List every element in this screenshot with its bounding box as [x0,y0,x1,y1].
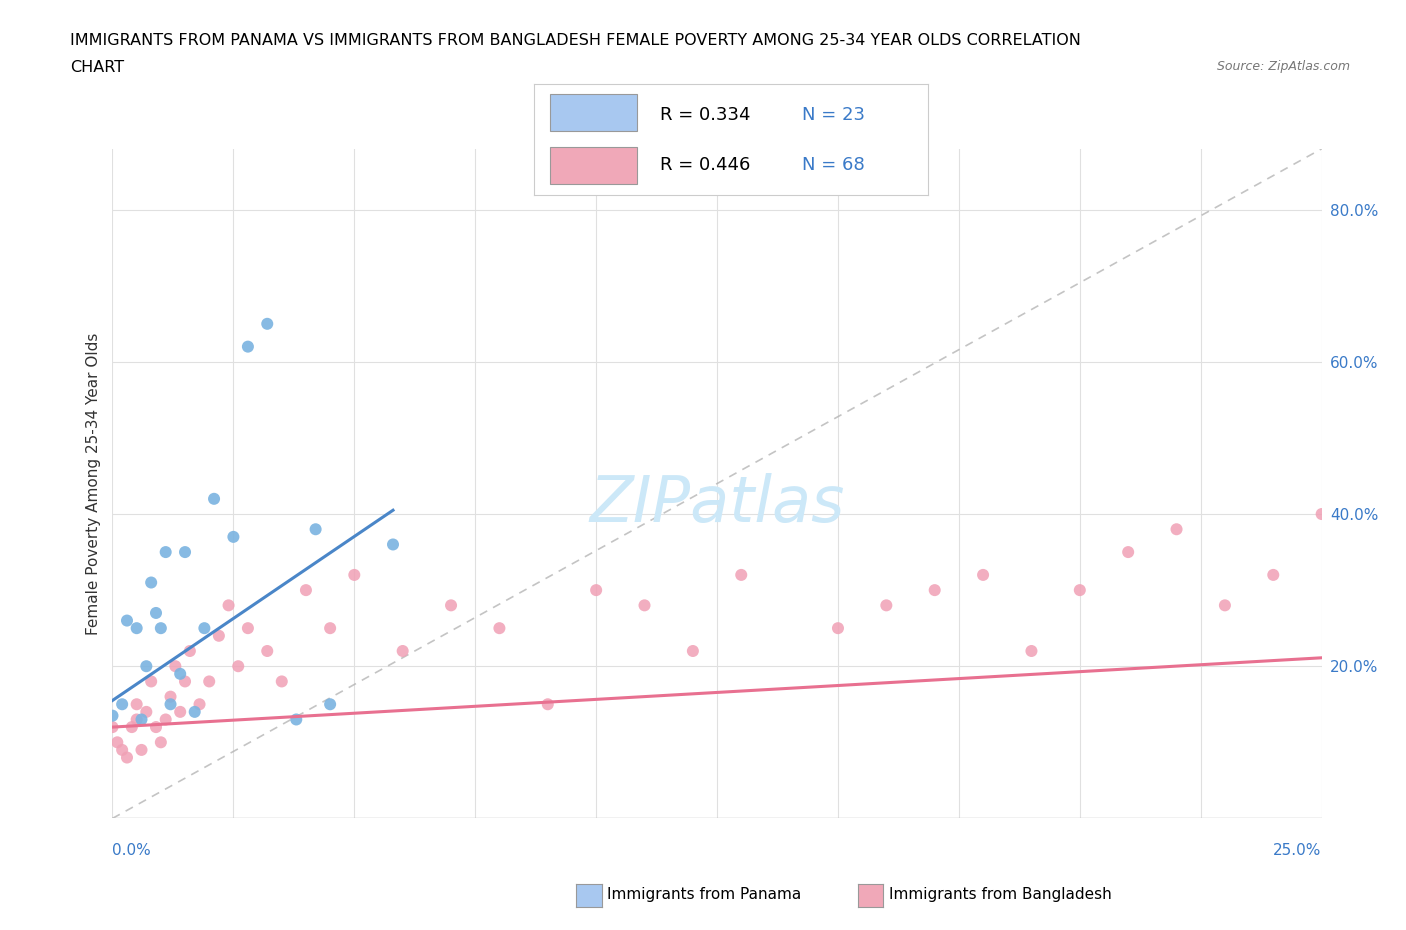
Point [121,720,143,735]
Point [343,567,366,582]
Point [1358,545,1381,560]
Point [125,697,148,711]
Point [135,704,157,719]
Point [179,644,201,658]
Point [236,620,259,635]
Point [149,735,172,750]
Point [256,316,278,331]
Point [101,709,124,724]
Point [730,567,752,582]
Point [115,751,138,765]
Text: R = 0.446: R = 0.446 [661,156,751,174]
Point [193,620,215,635]
Text: R = 0.334: R = 0.334 [661,106,751,124]
Point [111,742,134,757]
Text: 25.0%: 25.0% [1274,844,1322,858]
Point [101,720,124,735]
Point [115,613,138,628]
Point [924,583,946,598]
Point [125,620,148,635]
Point [488,620,510,635]
Point [174,674,197,689]
Text: 0.0%: 0.0% [112,844,152,858]
Point [141,674,163,689]
Point [155,712,177,727]
Point [208,629,231,644]
Point [585,583,607,598]
Point [145,605,167,620]
Text: N = 68: N = 68 [801,156,865,174]
FancyBboxPatch shape [550,94,637,130]
Point [198,674,221,689]
Point [1166,522,1188,537]
Point [188,697,211,711]
Point [131,712,153,727]
Text: IMMIGRANTS FROM PANAMA VS IMMIGRANTS FROM BANGLADESH FEMALE POVERTY AMONG 25-34 : IMMIGRANTS FROM PANAMA VS IMMIGRANTS FRO… [70,33,1081,47]
Text: ZIPatlas: ZIPatlas [589,472,845,535]
Point [145,720,167,735]
Point [105,735,128,750]
Point [285,712,308,727]
Point [270,674,292,689]
Point [155,545,177,560]
Point [131,742,153,757]
Point [125,712,148,727]
Point [827,620,849,635]
Y-axis label: Female Poverty Among 25-34 Year Olds: Female Poverty Among 25-34 Year Olds [86,332,101,635]
Point [226,658,249,673]
Point [972,567,994,582]
Point [169,704,191,719]
Point [165,658,187,673]
Point [1069,583,1091,598]
Point [1021,644,1043,658]
Point [304,522,326,537]
Point [319,620,342,635]
Point [295,583,318,598]
Point [149,620,172,635]
Point [682,644,704,658]
Text: Source: ZipAtlas.com: Source: ZipAtlas.com [1216,60,1350,73]
Point [391,644,413,658]
Text: N = 23: N = 23 [801,106,865,124]
Point [236,339,259,354]
Text: Immigrants from Panama: Immigrants from Panama [607,887,801,902]
Point [183,704,205,719]
Point [159,689,181,704]
Point [135,658,157,673]
Point [141,575,163,590]
Point [382,537,405,551]
Point [222,529,245,544]
Point [319,697,342,711]
Text: Immigrants from Bangladesh: Immigrants from Bangladesh [889,887,1111,902]
Point [256,644,278,658]
FancyBboxPatch shape [550,147,637,184]
Point [1310,507,1333,522]
Point [218,598,240,613]
Point [633,598,655,613]
Point [159,697,181,711]
Point [440,598,463,613]
Point [174,545,197,560]
Point [1263,567,1285,582]
Point [1116,545,1139,560]
Point [875,598,897,613]
Text: CHART: CHART [70,60,124,75]
Point [169,667,191,682]
Point [202,491,225,506]
Point [537,697,560,711]
Point [1213,598,1236,613]
Point [111,697,134,711]
